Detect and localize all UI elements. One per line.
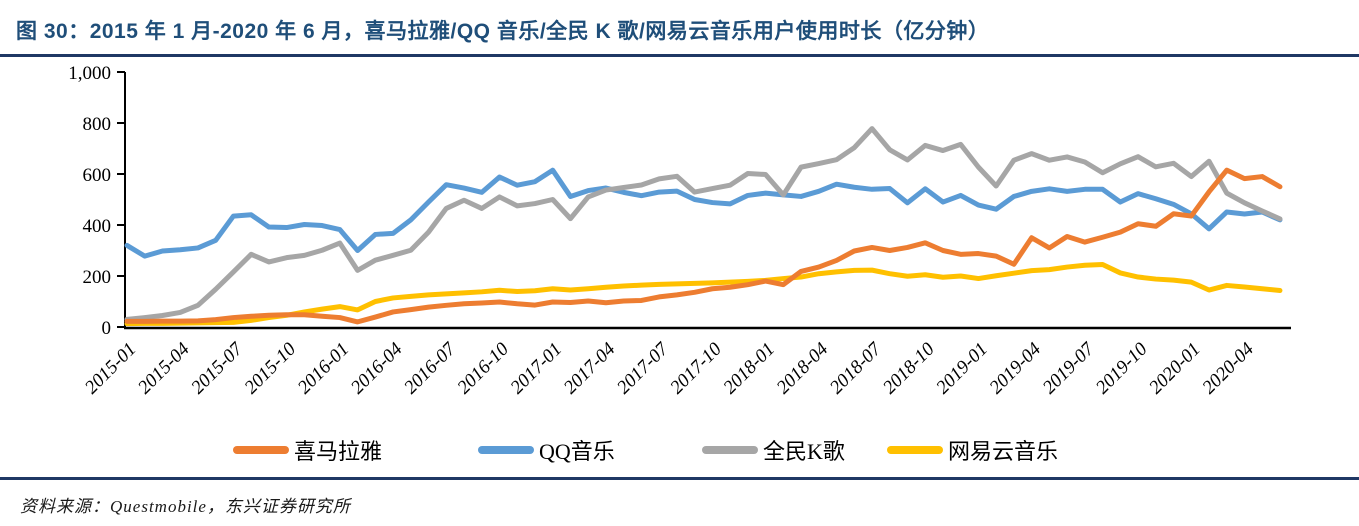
x-tick-label: 2017-10 xyxy=(666,338,726,398)
x-tick-label: 2019-10 xyxy=(1092,338,1152,398)
series-line-1 xyxy=(124,167,1283,259)
legend-item-wesing: 全民K歌 xyxy=(702,437,845,464)
x-tick-label: 2019-07 xyxy=(1039,338,1100,399)
x-tick-label: 2018-01 xyxy=(719,339,779,399)
x-tick-label: 2016-01 xyxy=(294,339,354,399)
x-tick-label: 2017-01 xyxy=(507,339,567,399)
chart-area: 0 200 400 600 800 1,000 2015-01 2015-04 2015-07 2… xyxy=(0,57,1359,477)
ximalaya-line-swatch-icon xyxy=(233,446,289,454)
series-line-0 xyxy=(124,167,1283,325)
x-tick-label: 2015-10 xyxy=(241,338,301,398)
legend-label: 喜马拉雅 xyxy=(294,439,383,464)
x-tick-label: 2020-01 xyxy=(1145,339,1205,399)
legend-label: 全民K歌 xyxy=(763,439,845,464)
y-tick-label: 0 xyxy=(102,318,112,339)
x-tick-label: 2020-04 xyxy=(1198,338,1258,398)
y-tick-label: 400 xyxy=(83,216,112,237)
y-tick-label: 1,000 xyxy=(68,63,111,84)
y-tick-label: 200 xyxy=(83,267,112,288)
legend-label: QQ音乐 xyxy=(539,439,615,464)
qq-music-line-swatch-icon xyxy=(478,446,534,454)
series-line-2 xyxy=(124,126,1283,322)
netease-music-line-swatch-icon xyxy=(887,446,943,454)
y-tick-label: 600 xyxy=(83,165,112,186)
legend-item-ximalaya: 喜马拉雅 xyxy=(233,437,383,464)
wesing-line-swatch-icon xyxy=(702,446,758,454)
figure-title-row: 图 30：2015 年 1 月-2020 年 6 月，喜马拉雅/QQ 音乐/全民… xyxy=(0,0,1359,57)
x-tick-label: 2018-10 xyxy=(879,338,939,398)
source-text: 资料来源：Questmobile，东兴证券研究所 xyxy=(20,497,351,516)
y-tick-label: 800 xyxy=(83,114,112,135)
chart-legend: 喜马拉雅 QQ音乐 全民K歌 网易云音乐 xyxy=(0,429,1359,477)
x-tick-label: 2015-07 xyxy=(187,338,248,399)
line-chart: 02004006008001,0002015-012015-042015-072… xyxy=(68,63,1291,399)
legend-label: 网易云音乐 xyxy=(948,439,1059,464)
legend-item-netease-music: 网易云音乐 xyxy=(887,437,1059,464)
x-tick-label: 2017-07 xyxy=(613,338,674,399)
x-tick-label: 2016-10 xyxy=(453,338,513,398)
x-tick-label: 2016-07 xyxy=(400,338,461,399)
x-tick-label: 2018-04 xyxy=(773,338,833,398)
x-tick-label: 2019-04 xyxy=(986,338,1046,398)
source-row: 资料来源：Questmobile，东兴证券研究所 xyxy=(0,477,1359,517)
x-tick-label: 2015-01 xyxy=(81,339,141,399)
x-tick-label: 2018-07 xyxy=(826,338,887,399)
series-line-3 xyxy=(124,262,1283,327)
x-tick-label: 2017-04 xyxy=(560,338,620,398)
legend-item-qq-music: QQ音乐 xyxy=(478,437,615,464)
x-tick-label: 2019-01 xyxy=(932,339,992,399)
figure-title: 图 30：2015 年 1 月-2020 年 6 月，喜马拉雅/QQ 音乐/全民… xyxy=(16,20,990,43)
x-tick-label: 2016-04 xyxy=(347,338,407,398)
x-tick-label: 2015-04 xyxy=(134,338,194,398)
